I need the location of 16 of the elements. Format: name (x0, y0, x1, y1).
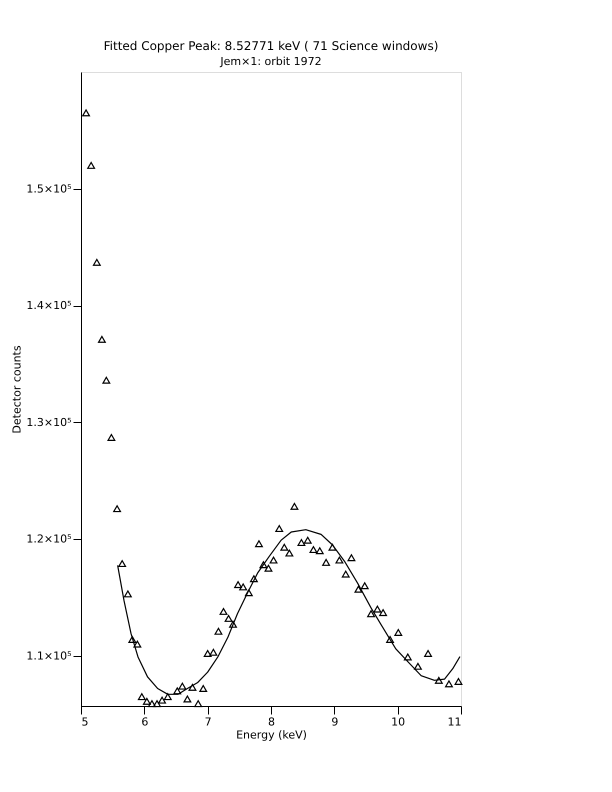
x-tick-label: 7 (204, 716, 212, 728)
y-axis-title: Detector counts (10, 345, 24, 434)
y-tick-label: 1.5×10⁵ (26, 182, 72, 196)
x-tick-label: 6 (141, 716, 148, 728)
x-tick-label: 11 (448, 716, 462, 728)
x-axis-title: Energy (keV) (236, 728, 307, 742)
chart-title: Fitted Copper Peak: 8.52771 keV ( 71 Science windows) (104, 39, 438, 53)
x-tick-label: 9 (331, 716, 338, 728)
x-tick-label: 5 (82, 716, 88, 728)
y-tick-label: 1.2×10⁵ (26, 532, 72, 546)
x-tick-label: 10 (391, 716, 406, 728)
y-tick-label: 1.1×10⁵ (26, 649, 72, 662)
text: Jem×1: orbit 1972 (219, 55, 322, 68)
x-tick-label: 8 (268, 716, 275, 728)
y-tick-label: 1.4×10⁵ (26, 299, 72, 312)
y-tick-label: 1.3×10⁵ (26, 416, 72, 429)
